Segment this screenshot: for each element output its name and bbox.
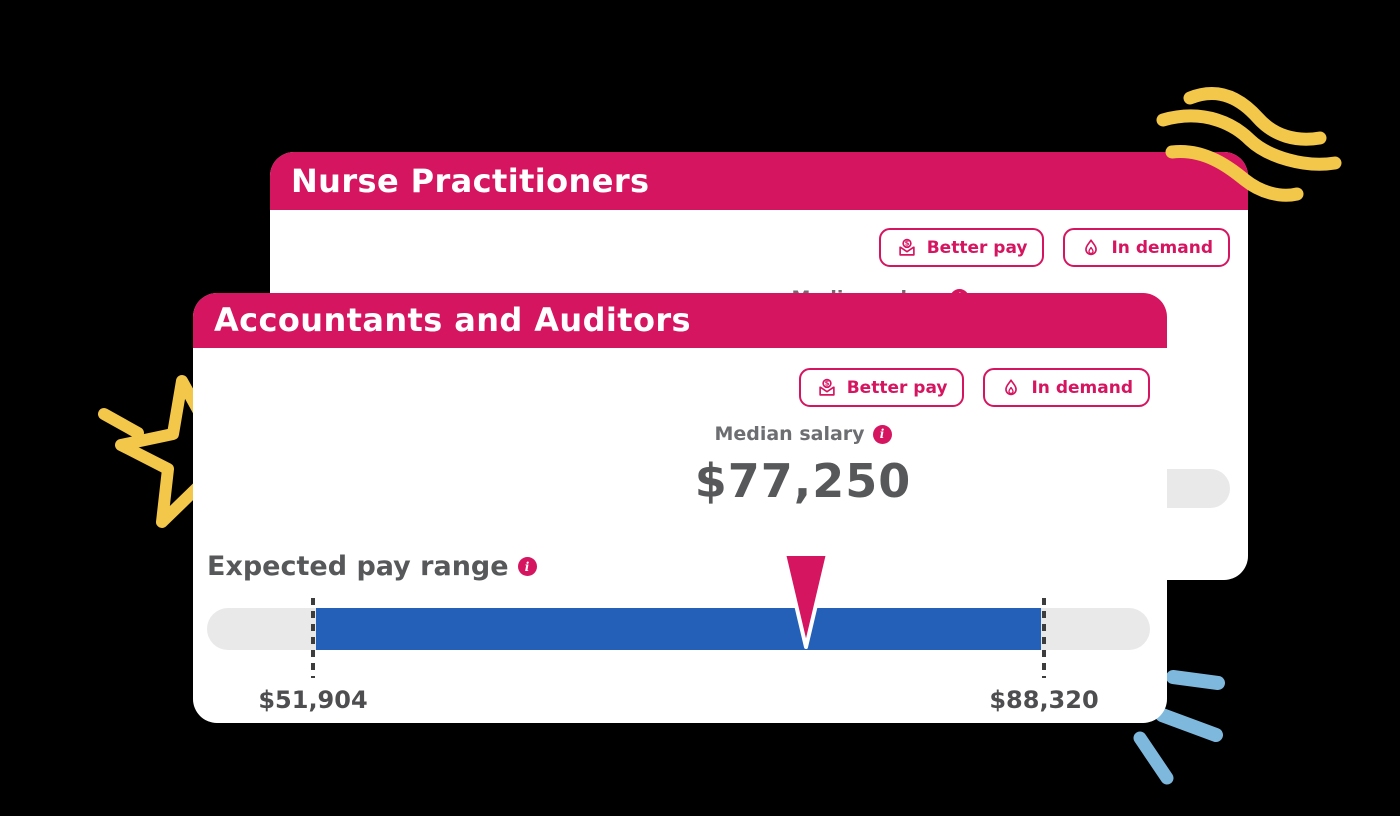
- range-max-dash-line: [1042, 598, 1046, 678]
- flame-icon: [1080, 237, 1102, 259]
- info-icon[interactable]: i: [872, 424, 892, 444]
- card-title: Nurse Practitioners: [291, 162, 650, 200]
- badge-label: Better pay: [846, 377, 948, 398]
- card-header: Accountants and Auditors: [193, 293, 1167, 348]
- flame-icon: [1000, 377, 1022, 399]
- money-inbox-icon: $: [816, 377, 838, 399]
- median-salary-label: Median salary: [714, 423, 865, 445]
- better-pay-badge[interactable]: $ Better pay: [878, 228, 1045, 267]
- badge-label: In demand: [1111, 237, 1213, 258]
- yellow-squiggle-decoration: [1156, 87, 1342, 202]
- in-demand-badge[interactable]: In demand: [983, 368, 1150, 407]
- range-min-dash-line: [311, 598, 315, 678]
- svg-text:$: $: [824, 379, 829, 387]
- card-header: Nurse Practitioners: [270, 152, 1248, 210]
- money-inbox-icon: $: [896, 237, 918, 259]
- median-salary-block: Median salary i $77,250: [633, 423, 973, 508]
- slider-range-fill: [316, 608, 1041, 650]
- median-salary-value: $77,250: [694, 454, 912, 508]
- badge-row: $ Better pay In demand: [878, 228, 1230, 267]
- expected-pay-range-row: Expected pay range i: [207, 551, 537, 582]
- badge-label: In demand: [1031, 377, 1133, 398]
- in-demand-badge[interactable]: In demand: [1063, 228, 1230, 267]
- blue-dashes-decoration: [1133, 670, 1225, 785]
- info-icon[interactable]: i: [517, 557, 537, 576]
- range-max-label: $88,320: [989, 686, 1099, 714]
- card-title: Accountants and Auditors: [214, 301, 691, 339]
- expected-pay-range-label: Expected pay range: [207, 551, 509, 582]
- card-accountants-auditors: Accountants and Auditors $ Better pay: [193, 293, 1167, 723]
- svg-text:$: $: [904, 239, 909, 247]
- badge-label: Better pay: [926, 237, 1028, 258]
- median-marker[interactable]: [781, 551, 831, 651]
- pay-range-slider: [207, 552, 1150, 678]
- better-pay-badge[interactable]: $ Better pay: [798, 368, 965, 407]
- range-min-label: $51,904: [258, 686, 368, 714]
- badge-row: $ Better pay In demand: [798, 368, 1150, 407]
